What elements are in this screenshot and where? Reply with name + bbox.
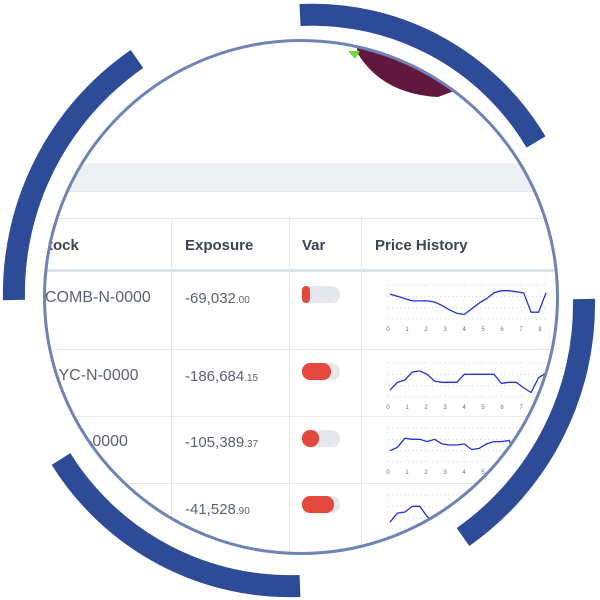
row-divider	[43, 483, 559, 484]
var-bar-fill	[302, 430, 319, 447]
sparkline-tick-label: 8	[538, 470, 542, 476]
var-bar-fill	[302, 286, 310, 303]
sparkline-tick-label: 5	[481, 405, 485, 411]
ring-arc-right	[456, 298, 596, 546]
sparkline-tick-label: 5	[481, 470, 485, 476]
sparkline-tick-label: 5	[481, 537, 485, 543]
column-divider	[361, 219, 362, 555]
var-bar-fill	[302, 496, 334, 513]
column-divider	[289, 219, 290, 555]
sparkline-tick-label: 4	[462, 470, 466, 476]
sparkline-tick-label: 6	[500, 537, 504, 543]
sparkline-tick-label: 0	[386, 537, 390, 543]
sparkline-tick-label: 4	[462, 327, 466, 333]
sparkline-tick-label: 1	[405, 470, 409, 476]
table-header-row	[43, 219, 559, 271]
sparkline-tick-label: 7	[519, 327, 523, 333]
stock-name[interactable]: COMB-N-0000	[45, 289, 151, 306]
sparkline-tick-label: 7	[519, 470, 523, 476]
stock-name[interactable]: AYC-N-0000	[49, 367, 139, 384]
sparkline-tick-label: 2	[424, 405, 428, 411]
price-history-sparkline: 0 1 2 3 4 5 6 7 8	[386, 427, 548, 476]
sparkline-series	[389, 290, 547, 316]
sparkline-series	[389, 370, 547, 394]
sparkline-tick-label: 6	[500, 470, 504, 476]
column-divider	[171, 219, 172, 555]
exposure-value: -105,389.37	[185, 434, 259, 451]
exposure-value: -186,684.15	[185, 368, 259, 385]
sparkline-tick-label: 7	[519, 537, 523, 543]
sparkline-tick-label: 2	[424, 537, 428, 543]
pie-slice	[355, 39, 473, 97]
sparkline-tick-label: 1	[405, 537, 409, 543]
column-header-price-history[interactable]: Price History	[375, 237, 468, 254]
sparkline-tick-label: 7	[519, 405, 523, 411]
column-header-exposure[interactable]: Exposure	[185, 237, 254, 254]
var-bar	[302, 363, 340, 380]
sparkline-tick-label: 8	[538, 327, 542, 333]
row-divider	[43, 349, 559, 350]
sparkline-tick-label: 3	[443, 327, 447, 333]
sparkline-tick-label: 6	[500, 405, 504, 411]
sparkline-tick-label: 4	[462, 537, 466, 543]
stock-name[interactable]: -0000	[87, 433, 128, 450]
sparkline-tick-label: 1	[405, 405, 409, 411]
sparkline-tick-label: 2	[424, 470, 428, 476]
sparkline-tick-label: 0	[386, 470, 390, 476]
dashboard-zoom: tock Exposure Var Price History COMB-N-0…	[43, 39, 559, 555]
sparkline-tick-label: 3	[443, 405, 447, 411]
var-bar	[302, 286, 340, 303]
column-header-var[interactable]: Var	[302, 237, 326, 254]
pie-wedge	[348, 51, 360, 59]
sparkline-series	[389, 437, 547, 459]
sparkline-tick-label: 4	[462, 405, 466, 411]
table-header-divider	[43, 269, 559, 272]
sparkline-tick-label: 3	[443, 470, 447, 476]
price-history-sparkline: 0 1 2 3 4 5 6 7 8	[386, 284, 548, 333]
var-bar-fill	[302, 363, 331, 380]
pie-chart-fragment	[348, 39, 473, 97]
sparkline-tick-label: 8	[538, 405, 542, 411]
price-history-sparkline: 0 1 2 3 4 5 6 7 8	[386, 494, 548, 543]
sparkline-tick-label: 2	[424, 327, 428, 333]
exposure-value: -69,032.00	[185, 290, 250, 307]
sparkline-tick-label: 1	[405, 327, 409, 333]
price-history-sparkline: 0 1 2 3 4 5 6 7 8	[386, 362, 548, 411]
sparkline-series	[389, 505, 547, 523]
sparkline-tick-label: 0	[386, 327, 390, 333]
sparkline-tick-label: 6	[500, 327, 504, 333]
sparkline-tick-label: 0	[386, 405, 390, 411]
magnifier-lens: tock Exposure Var Price History COMB-N-0…	[43, 39, 559, 555]
exposure-value: -41,528.90	[185, 501, 250, 518]
filter-bar	[43, 163, 559, 192]
table-top-border	[43, 218, 559, 219]
row-divider	[43, 416, 559, 417]
var-bar	[302, 496, 340, 513]
sparkline-tick-label: 5	[481, 327, 485, 333]
var-bar	[302, 430, 340, 447]
sparkline-tick-label: 3	[443, 537, 447, 543]
column-header-stock[interactable]: tock	[48, 237, 79, 254]
sparkline-tick-label: 8	[538, 537, 542, 543]
